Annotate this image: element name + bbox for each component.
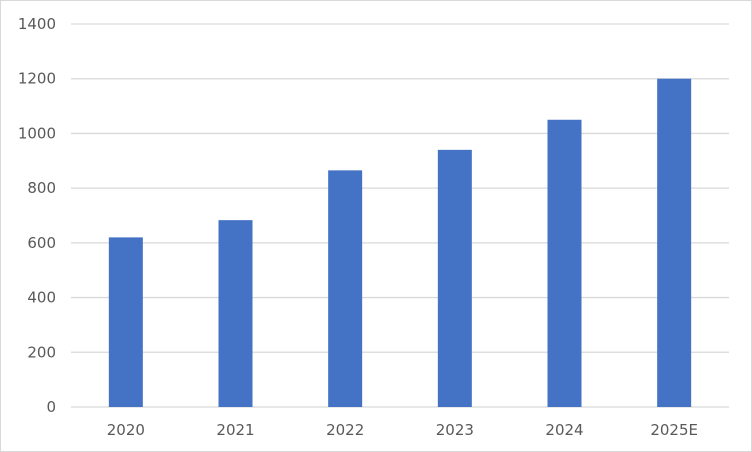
y-tick-label: 800 [27, 179, 56, 197]
bar-2021 [218, 220, 253, 407]
bar-2024 [547, 119, 582, 407]
x-tick-label: 2025E [650, 421, 698, 439]
x-tick-label: 2022 [326, 421, 364, 439]
bar-2023 [437, 149, 472, 408]
y-tick-label: 1200 [18, 70, 56, 88]
y-tick-label: 1400 [18, 15, 56, 33]
y-tick-label: 600 [27, 234, 56, 252]
y-tick-label: 1000 [18, 124, 56, 142]
y-tick-label: 400 [27, 289, 56, 307]
bar-2022 [328, 170, 363, 407]
x-tick-label: 2024 [545, 421, 583, 439]
y-tick-label: 200 [27, 343, 56, 361]
x-tick-label: 2021 [216, 421, 254, 439]
x-tick-label: 2023 [436, 421, 474, 439]
x-tick-label: 2020 [107, 421, 145, 439]
bar-2025E [657, 78, 692, 407]
bar-2020 [108, 237, 143, 407]
y-tick-label: 0 [46, 398, 56, 416]
